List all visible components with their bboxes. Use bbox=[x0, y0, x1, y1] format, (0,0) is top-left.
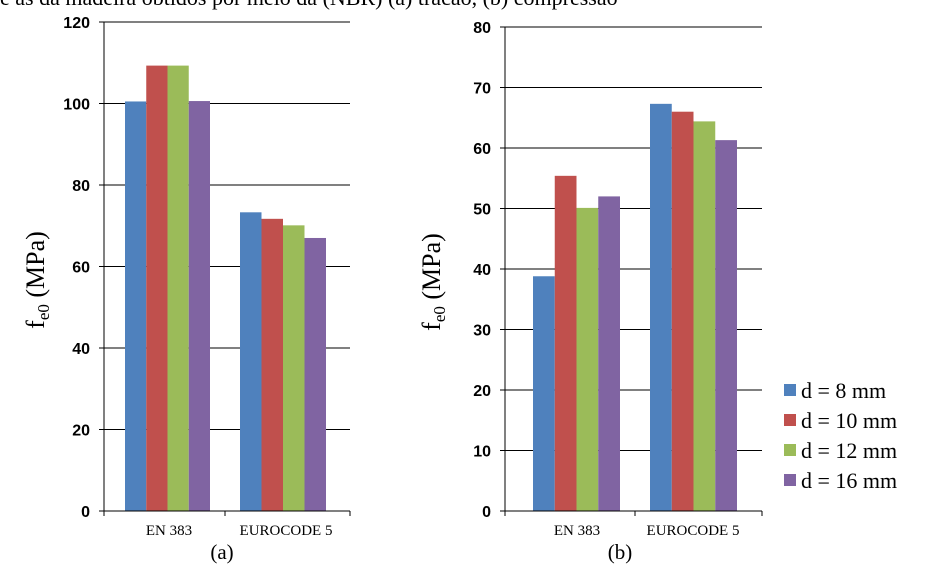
chart-a-category-label: EN 383 bbox=[146, 523, 192, 539]
chart-a-bar bbox=[240, 212, 262, 512]
chart-b-ylabel-main: f bbox=[417, 322, 446, 331]
chart-a-ytick-label: 100 bbox=[63, 97, 90, 114]
chart-b-bar bbox=[650, 103, 672, 512]
chart-a-ylabel-main: f bbox=[21, 320, 50, 329]
chart-a-bar bbox=[125, 101, 147, 512]
chart-a-yticks: 0 20 40 60 80 100 120 bbox=[63, 15, 90, 521]
chart-a-bar bbox=[283, 225, 305, 511]
chart-a-subtitle: (a) bbox=[210, 540, 233, 564]
chart-b-ytick-label: 50 bbox=[473, 202, 491, 219]
legend-label: d = 10 mm bbox=[801, 408, 897, 433]
chart-a-ytick-label: 40 bbox=[72, 341, 90, 358]
chart-b-bar bbox=[671, 111, 694, 511]
chart-b-bar bbox=[554, 175, 577, 511]
chart-b-ytick-label: 10 bbox=[473, 444, 491, 461]
chart-b-ytick-label: 80 bbox=[473, 20, 491, 37]
chart-b-xticks: EN 383 EUROCODE 5 bbox=[554, 523, 740, 539]
chart-b-axes bbox=[500, 26, 763, 516]
chart-a-bar bbox=[167, 65, 189, 511]
chart-b-bar bbox=[533, 276, 555, 511]
legend-swatch bbox=[784, 474, 796, 486]
legend-item: d = 10 mm bbox=[784, 408, 897, 433]
chart-a-category-label: EUROCODE 5 bbox=[240, 523, 333, 539]
chart-b-bar bbox=[576, 207, 599, 511]
chart-a-bar bbox=[304, 237, 326, 511]
chart-a-ylabel: fe0 (MPa) bbox=[21, 231, 53, 329]
chart-b-ytick-label: 40 bbox=[473, 262, 491, 279]
chart-a-bar bbox=[188, 101, 210, 512]
chart-b: 0 10 20 30 40 50 60 70 80 EN 383 EUROCODE 5 (b) f… bbox=[417, 20, 763, 564]
chart-a-ytick-label: 0 bbox=[81, 504, 90, 521]
chart-b-bar bbox=[598, 196, 620, 511]
chart-b-ylabel: fe0 (MPa) bbox=[417, 233, 449, 331]
chart-a-ytick-label: 80 bbox=[72, 178, 90, 195]
chart-a-ytick-label: 120 bbox=[63, 15, 90, 32]
chart-b-category-label: EN 383 bbox=[554, 523, 600, 539]
chart-b-ytick-label: 70 bbox=[473, 81, 491, 98]
chart-b-ylabel-rest: (MPa) bbox=[417, 233, 446, 306]
chart-a-ytick-label: 20 bbox=[72, 423, 90, 440]
chart-b-yticks: 0 10 20 30 40 50 60 70 80 bbox=[473, 20, 491, 521]
legend-label: d = 12 mm bbox=[801, 438, 897, 463]
chart-b-bar bbox=[693, 121, 716, 511]
chart-a-axes bbox=[99, 21, 351, 516]
chart-b-ytick-label: 20 bbox=[473, 383, 491, 400]
chart-a-bar bbox=[261, 218, 283, 511]
chart-a-xticks: EN 383 EUROCODE 5 bbox=[146, 523, 333, 539]
chart-b-ytick-label: 0 bbox=[482, 504, 491, 521]
legend-label: d = 8 mm bbox=[801, 378, 886, 403]
chart-a-ylabel-sub: e0 bbox=[34, 304, 53, 320]
chart-b-bar bbox=[715, 140, 737, 511]
legend-swatch bbox=[784, 384, 796, 396]
chart-a-ylabel-rest: (MPa) bbox=[21, 231, 50, 304]
legend: d = 8 mm d = 10 mm d = 12 mm d = 16 mm bbox=[784, 378, 897, 493]
chart-b-ytick-label: 30 bbox=[473, 323, 491, 340]
figure-caption-fragment: e as da madeira obtidos por meio da (NBR… bbox=[0, 0, 949, 10]
chart-b-bars bbox=[533, 103, 737, 512]
chart-b-category-label: EUROCODE 5 bbox=[647, 523, 740, 539]
chart-a-bar bbox=[146, 65, 168, 511]
legend-item: d = 12 mm bbox=[784, 438, 897, 463]
chart-b-ylabel-sub: e0 bbox=[430, 306, 449, 322]
legend-swatch bbox=[784, 414, 796, 426]
legend-item: d = 8 mm bbox=[784, 378, 886, 403]
legend-item: d = 16 mm bbox=[784, 468, 897, 493]
chart-b-ytick-label: 60 bbox=[473, 141, 491, 158]
legend-label: d = 16 mm bbox=[801, 468, 897, 493]
chart-a-bars bbox=[125, 65, 326, 512]
chart-a: 0 20 40 60 80 100 120 EN 383 EUROCODE 5 (a) fe0… bbox=[21, 15, 351, 564]
chart-a-ytick-label: 60 bbox=[72, 260, 90, 277]
chart-b-subtitle: (b) bbox=[608, 540, 633, 564]
legend-swatch bbox=[784, 444, 796, 456]
